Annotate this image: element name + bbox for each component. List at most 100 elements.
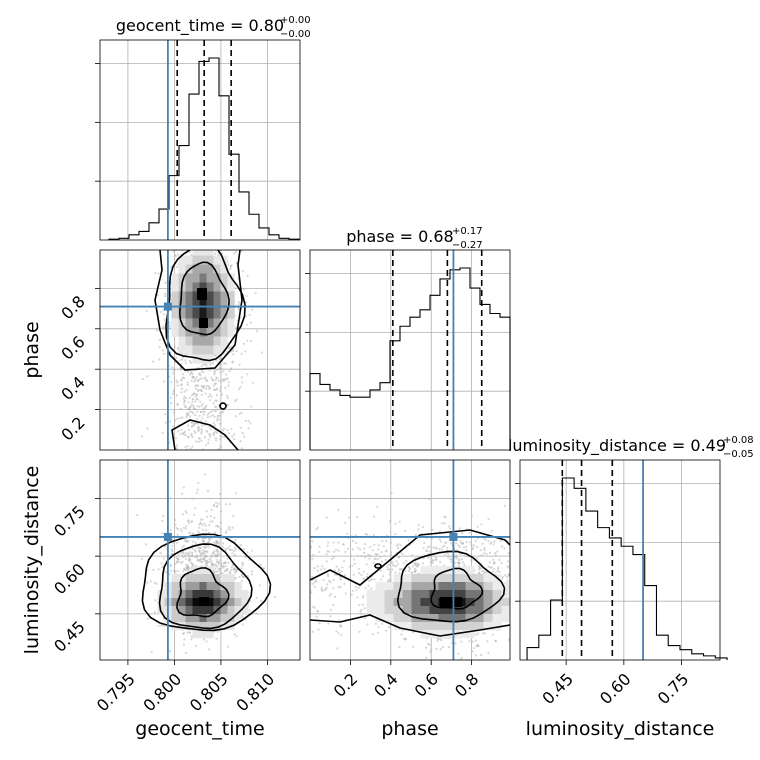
- scatter-phase-vs-luminosity_distance-point: [421, 562, 425, 565]
- scatter-geocent_time-vs-phase-point: [180, 387, 183, 390]
- scatter-phase-vs-luminosity_distance-point: [501, 576, 504, 579]
- scatter-phase-vs-luminosity_distance-point: [470, 544, 473, 547]
- scatter-phase-vs-luminosity_distance-point: [316, 565, 319, 568]
- scatter-geocent_time-vs-phase-point: [210, 376, 213, 379]
- scatter-geocent_time-vs-luminosity_distance-point: [192, 563, 195, 566]
- scatter-geocent_time-vs-luminosity_distance-point: [208, 538, 211, 541]
- scatter-geocent_time-vs-phase-point: [208, 435, 212, 438]
- scatter-phase-vs-luminosity_distance-point: [478, 567, 481, 570]
- scatter-geocent_time-vs-phase-point: [245, 294, 248, 297]
- scatter-geocent_time-vs-phase-contour-0: [178, 261, 230, 336]
- scatter-geocent_time-vs-phase-density-cell: [185, 345, 193, 355]
- scatter-phase-vs-luminosity_distance-point: [411, 631, 415, 634]
- scatter-geocent_time-vs-phase-density-cell: [185, 318, 193, 328]
- scatter-geocent_time-vs-phase-density-cell: [199, 255, 207, 265]
- scatter-phase-vs-luminosity_distance-point: [377, 631, 380, 634]
- scatter-geocent_time-vs-luminosity_distance-point: [168, 573, 171, 576]
- scatter-geocent_time-vs-phase-point: [205, 387, 208, 390]
- scatter-geocent_time-vs-luminosity_distance-density-cell: [227, 574, 235, 583]
- scatter-geocent_time-vs-luminosity_distance-point: [242, 548, 245, 551]
- scatter-geocent_time-vs-phase-density-cell: [220, 309, 228, 319]
- scatter-geocent_time-vs-phase-point: [163, 313, 166, 316]
- scatter-phase-vs-luminosity_distance-point: [337, 632, 340, 635]
- scatter-geocent_time-vs-phase-density-cell: [206, 336, 214, 346]
- scatter-geocent_time-vs-phase-point: [211, 414, 214, 417]
- xtick-label-phase-1: 0.4: [370, 669, 401, 700]
- scatter-phase-vs-luminosity_distance-density-cell: [474, 598, 484, 607]
- scatter-phase-vs-luminosity_distance-point: [363, 617, 367, 620]
- scatter-geocent_time-vs-luminosity_distance-point: [157, 568, 160, 571]
- scatter-geocent_time-vs-phase-point: [181, 416, 184, 419]
- scatter-geocent_time-vs-luminosity_distance-point: [197, 481, 200, 484]
- scatter-geocent_time-vs-phase-point: [185, 416, 188, 419]
- scatter-phase-vs-luminosity_distance-point: [408, 568, 412, 571]
- scatter-geocent_time-vs-luminosity_distance-point: [200, 561, 203, 564]
- scatter-geocent_time-vs-phase-density-cell: [227, 318, 235, 328]
- scatter-geocent_time-vs-luminosity_distance-point: [240, 567, 243, 570]
- scatter-phase-vs-luminosity_distance-point: [494, 640, 497, 643]
- scatter-geocent_time-vs-phase-density-cell: [206, 354, 214, 364]
- scatter-geocent_time-vs-luminosity_distance-point: [180, 530, 183, 533]
- scatter-geocent_time-vs-phase-point: [220, 367, 223, 370]
- scatter-geocent_time-vs-phase-point: [188, 360, 192, 363]
- scatter-phase-vs-luminosity_distance-point: [332, 587, 335, 590]
- scatter-phase-vs-luminosity_distance-density-cell: [465, 598, 475, 607]
- scatter-geocent_time-vs-phase-point: [214, 382, 218, 385]
- scatter-geocent_time-vs-phase-point: [158, 358, 161, 361]
- scatter-geocent_time-vs-phase-point: [188, 245, 190, 247]
- scatter-geocent_time-vs-phase-point: [204, 392, 207, 395]
- scatter-geocent_time-vs-phase-point: [245, 323, 248, 326]
- scatter-phase-vs-luminosity_distance-point: [335, 565, 338, 568]
- scatter-phase-vs-luminosity_distance-point: [325, 553, 328, 556]
- scatter-geocent_time-vs-phase-point: [206, 384, 209, 388]
- scatter-geocent_time-vs-phase-point: [185, 389, 188, 392]
- scatter-geocent_time-vs-luminosity_distance-density-cell: [206, 622, 214, 631]
- scatter-geocent_time-vs-phase-point: [186, 381, 189, 384]
- scatter-geocent_time-vs-phase-point: [234, 250, 238, 253]
- scatter-geocent_time-vs-luminosity_distance-point: [176, 533, 179, 537]
- scatter-geocent_time-vs-phase-point: [221, 393, 224, 396]
- scatter-geocent_time-vs-luminosity_distance-point: [274, 595, 277, 598]
- scatter-geocent_time-vs-luminosity_distance-point: [216, 540, 219, 543]
- scatter-geocent_time-vs-phase-point: [187, 401, 190, 404]
- scatter-geocent_time-vs-phase-point: [188, 241, 190, 243]
- scatter-geocent_time-vs-phase-point: [212, 384, 216, 387]
- scatter-phase-vs-luminosity_distance-point: [319, 568, 323, 571]
- scatter-geocent_time-vs-phase-density-cell: [206, 309, 214, 319]
- scatter-geocent_time-vs-luminosity_distance-truth-marker: [163, 532, 172, 541]
- scatter-geocent_time-vs-phase-point: [212, 434, 215, 437]
- scatter-phase-vs-luminosity_distance-point: [362, 577, 365, 581]
- scatter-geocent_time-vs-phase-point: [212, 402, 215, 405]
- scatter-geocent_time-vs-phase-point: [192, 242, 194, 244]
- scatter-phase-vs-luminosity_distance-point: [348, 516, 351, 519]
- scatter-geocent_time-vs-phase-point: [156, 293, 159, 297]
- scatter-geocent_time-vs-phase-point: [183, 395, 186, 398]
- scatter-phase-vs-luminosity_distance-point: [513, 582, 515, 584]
- scatter-geocent_time-vs-phase-point: [171, 366, 174, 369]
- scatter-geocent_time-vs-phase-point: [196, 405, 199, 408]
- scatter-phase-vs-luminosity_distance-point: [438, 548, 441, 551]
- xtick-label-luminosity_distance-2: 0.75: [654, 669, 693, 708]
- scatter-geocent_time-vs-luminosity_distance-point: [204, 550, 207, 553]
- scatter-geocent_time-vs-phase-point: [146, 375, 149, 378]
- scatter-phase-vs-luminosity_distance-density-cell: [420, 606, 430, 615]
- scatter-phase-vs-luminosity_distance-density-cell: [465, 630, 475, 639]
- scatter-geocent_time-vs-phase-point: [180, 383, 184, 386]
- scatter-geocent_time-vs-phase-point: [204, 378, 207, 381]
- scatter-phase-vs-luminosity_distance-point: [361, 603, 364, 606]
- scatter-geocent_time-vs-phase-density-cell: [199, 345, 207, 355]
- scatter-geocent_time-vs-phase-point: [260, 351, 263, 354]
- scatter-geocent_time-vs-phase-point: [190, 371, 193, 374]
- scatter-phase-vs-luminosity_distance-density-cell: [438, 574, 448, 583]
- scatter-geocent_time-vs-phase-density-cell: [178, 273, 186, 283]
- scatter-phase-vs-luminosity_distance-point: [511, 638, 513, 640]
- scatter-phase-vs-luminosity_distance-density-cell: [456, 622, 466, 631]
- scatter-geocent_time-vs-phase-point: [196, 428, 199, 431]
- scatter-geocent_time-vs-luminosity_distance-density-cell: [185, 598, 193, 607]
- scatter-phase-vs-luminosity_distance-contour-0: [430, 567, 484, 610]
- scatter-geocent_time-vs-phase-point: [222, 411, 225, 414]
- scatter-geocent_time-vs-luminosity_distance-point: [205, 640, 208, 643]
- scatter-geocent_time-vs-phase-density-cell: [185, 336, 193, 346]
- scatter-geocent_time-vs-phase-point: [240, 250, 243, 252]
- scatter-phase-vs-luminosity_distance-point: [323, 589, 326, 592]
